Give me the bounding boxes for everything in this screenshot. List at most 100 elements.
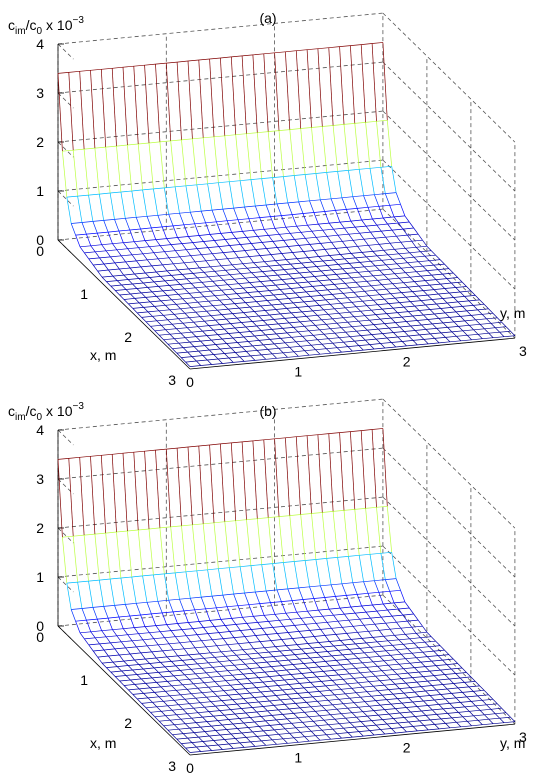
surface-line-y — [128, 303, 134, 309]
surface-line-y — [316, 676, 322, 682]
surface-line-y — [282, 303, 288, 309]
surface-line-y — [236, 268, 242, 274]
surface-line-y — [94, 534, 100, 581]
surface-line-y — [346, 595, 352, 608]
surface-line-y — [172, 225, 178, 238]
surface-line-y — [325, 324, 331, 329]
surface-line-y — [249, 668, 255, 674]
surface-line-y — [261, 354, 267, 360]
surface-line-y — [380, 167, 386, 194]
surface-line-y — [389, 591, 395, 604]
surface-line-y — [312, 696, 318, 702]
surface-line-y — [84, 638, 90, 646]
x-axis-label-a: x, m — [90, 347, 116, 363]
surface-line-y — [316, 652, 322, 658]
x-tick-label: 3 — [168, 372, 176, 388]
surface-line-y — [224, 239, 230, 246]
surface-line-y — [143, 668, 148, 674]
surface-line-y — [189, 317, 194, 323]
surface-line-y — [134, 684, 140, 690]
surface-line-y — [362, 325, 368, 331]
surface-line-y — [231, 650, 237, 656]
surface-line-y — [432, 709, 437, 715]
surface-line-y — [186, 635, 191, 642]
z-tick-label: 2 — [36, 134, 44, 150]
surface-line-y — [285, 51, 291, 130]
surface-line-y — [259, 255, 265, 262]
surface-line-y — [208, 325, 214, 331]
surface-line-y — [240, 297, 246, 303]
surface-line-y — [374, 265, 380, 271]
surface-line-y — [389, 205, 395, 218]
surface-line-y — [375, 314, 381, 320]
axes-box-grid-a — [57, 12, 516, 370]
surface-line-y — [114, 676, 120, 682]
surface-line-y — [335, 274, 341, 280]
surface-line-y — [223, 279, 229, 285]
surface-line-y — [282, 689, 288, 695]
surface-line-y — [402, 644, 408, 649]
surface-line-y — [125, 261, 131, 269]
surface-line-y — [458, 326, 464, 332]
surface-line-y — [385, 236, 391, 244]
surface-line-y — [155, 657, 161, 663]
surface-line-y — [446, 688, 452, 694]
surface-line-y — [356, 594, 362, 607]
surface-line-y — [386, 337, 392, 343]
surface-line-y — [392, 645, 398, 651]
surface-line-y — [470, 290, 476, 296]
surface-line-y — [419, 334, 425, 340]
surface-line-y — [288, 659, 294, 665]
surface-line-y — [107, 231, 113, 244]
surface-line-y — [147, 311, 153, 317]
surface-line-y — [351, 688, 357, 693]
surface-line-y — [111, 454, 117, 533]
surface-line-y — [235, 520, 241, 567]
surface-line-y — [401, 727, 407, 733]
surface-line-y — [457, 687, 463, 693]
surface-line-y — [390, 703, 396, 709]
surface-line-y — [297, 693, 303, 699]
surface-line-y — [470, 315, 476, 321]
surface-line-y — [300, 346, 305, 351]
left-wall-gridline — [57, 190, 74, 207]
surface-line-y — [190, 255, 196, 263]
surface-line-y — [398, 608, 404, 616]
surface-line-y — [276, 589, 282, 602]
surface-line-y — [282, 738, 288, 744]
surface-line-y — [354, 612, 360, 620]
surface-line-y — [105, 147, 111, 194]
side-wall-gridline — [382, 398, 516, 529]
surface-line-y — [267, 735, 273, 741]
surface-line-y — [331, 269, 337, 275]
surface-line-y — [220, 57, 226, 136]
surface-line-y — [170, 630, 176, 637]
surface-line-y — [317, 701, 322, 707]
surface-line-y — [130, 679, 136, 685]
surface-line-y — [246, 653, 252, 659]
x-tick-label: 0 — [36, 243, 44, 259]
surface-line-y — [295, 50, 302, 129]
surface-line-y — [249, 306, 255, 312]
surface-line-y — [278, 348, 284, 354]
surface-line-y — [83, 149, 89, 196]
surface-line-y — [334, 718, 340, 724]
surface-line-y — [488, 694, 494, 700]
surface-line-y — [251, 272, 257, 278]
surface-line-y — [128, 689, 134, 695]
surface-line-y — [254, 591, 261, 604]
surface-line-y — [141, 317, 147, 323]
surface-line-y — [134, 298, 140, 304]
surface-line-y — [299, 272, 304, 278]
surface-line-y — [188, 654, 194, 660]
surface-line-y — [79, 457, 85, 536]
surface-line-y — [426, 656, 432, 662]
surface-line-y — [278, 709, 283, 715]
surface-line-y — [100, 69, 107, 148]
surface-line-y — [499, 717, 505, 723]
surface-line-y — [176, 352, 182, 358]
surface-line-y — [393, 216, 399, 224]
surface-line-y — [146, 216, 152, 229]
surface-line-y — [388, 713, 394, 719]
surface-line-y — [284, 342, 290, 348]
